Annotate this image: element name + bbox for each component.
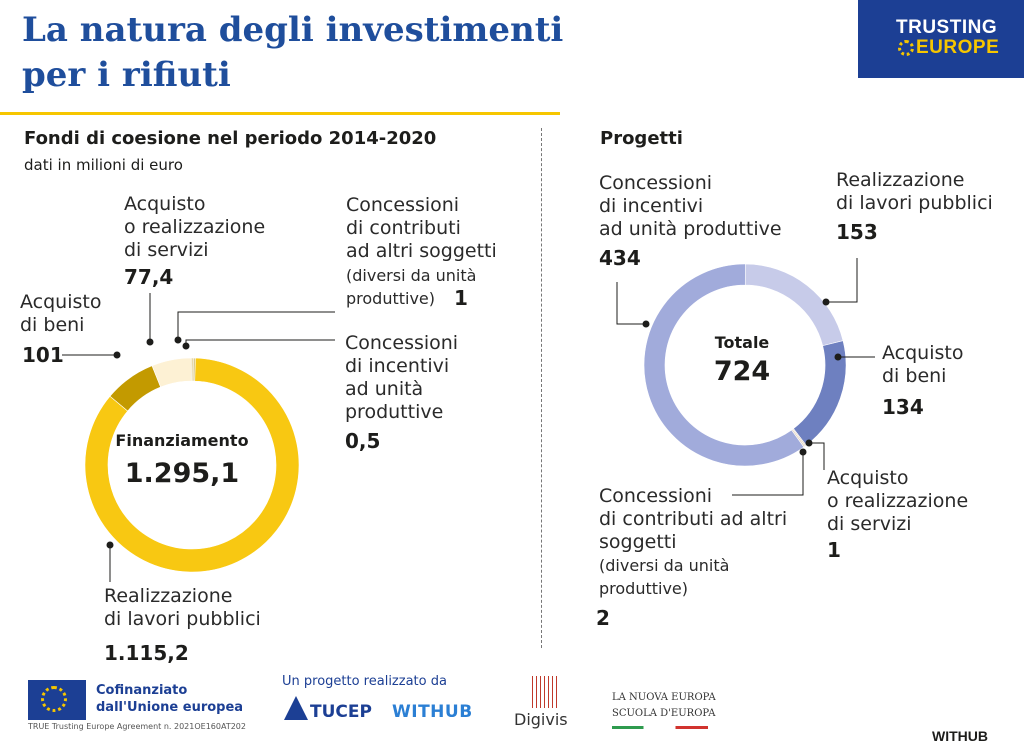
- leader-line-right-incentivi: [616, 282, 646, 325]
- right-chart-title: Progetti: [600, 128, 683, 149]
- leader-line-left-contributi: [177, 311, 335, 340]
- left-chart-subtitle: dati in milioni di euro: [24, 156, 183, 174]
- withub-footer-logo: WITHUB: [932, 728, 988, 744]
- title-underline: [0, 112, 560, 115]
- left-value-incentivi: 0,5: [345, 429, 381, 453]
- project-credit-text: Un progetto realizzato da: [282, 674, 447, 689]
- eu-cofinanced-text: Cofinanziato dall'Unione europea: [96, 683, 244, 715]
- leader-line-left-incentivi: [185, 339, 335, 346]
- tucep-logo-text: TUCEP: [310, 702, 372, 722]
- left-center-value: 1.295,1: [124, 458, 240, 489]
- logo-text-trusting: TRUSTING: [896, 17, 998, 38]
- right-center-label: Totale: [714, 333, 770, 352]
- leader-dot-left-beni: [113, 351, 121, 359]
- right-label-servizi: Acquisto o realizzazione di servizi: [827, 467, 969, 535]
- right-value-lavori: 153: [836, 220, 878, 244]
- right-center-value: 724: [713, 356, 771, 387]
- funding-donut: [84, 357, 300, 573]
- eu-flag-icon: [28, 680, 86, 720]
- digivis-bars-icon: [532, 676, 560, 708]
- leader-line-right-lavori: [826, 258, 858, 303]
- leader-dot-right-contributi: [799, 448, 807, 456]
- withub-partner-logo: WITHUB: [392, 702, 473, 722]
- donut-slice-0: [84, 357, 300, 573]
- right-label-contributi: Concessioni di contributi ad altri sogge…: [599, 485, 788, 553]
- leader-line-right-contributi: [732, 452, 804, 496]
- left-chart-title: Fondi di coesione nel periodo 2014-2020: [24, 128, 437, 149]
- right-value-beni: 134: [882, 395, 924, 419]
- leader-dot-right-servizi: [805, 439, 813, 447]
- right-label-lavori: Realizzazione di lavori pubblici: [836, 169, 993, 214]
- left-value-beni: 101: [22, 343, 64, 367]
- projects-donut: [643, 263, 847, 467]
- nuova-europa-logo: LA NUOVA EUROPA SCUOLA D'EUROPA: [612, 692, 716, 719]
- page-title: La natura degli investimenti per i rifiu…: [22, 10, 564, 95]
- right-label-contributi-note: (diversi da unità produttive): [599, 556, 730, 598]
- right-value-contributi: 2: [596, 606, 610, 630]
- leader-dot-left-lavori: [106, 541, 114, 549]
- left-value-contributi: 1: [454, 286, 468, 310]
- left-label-contributi: Concessioni di contributi ad altri sogge…: [346, 194, 497, 262]
- leader-dot-right-incentivi: [642, 320, 650, 328]
- left-label-contributi-note: (diversi da unità produttive): [346, 266, 477, 308]
- left-center-label: Finanziamento: [115, 431, 249, 450]
- section-divider: [541, 128, 542, 648]
- digivis-logo: Digivis: [514, 710, 568, 729]
- donut-slice-4: [643, 263, 805, 467]
- trusting-europe-logo: TRUSTING EUROPE: [858, 0, 1024, 78]
- leader-dot-right-beni: [834, 353, 842, 361]
- tucep-logo: TUCEP: [284, 696, 374, 730]
- leader-line-right-servizi: [809, 442, 825, 470]
- logo-text-europe: EUROPE: [916, 37, 1000, 58]
- leader-dot-left-servizi: [146, 338, 154, 346]
- italian-flag-stripe: [612, 726, 708, 729]
- left-value-servizi: 77,4: [124, 265, 174, 289]
- left-label-servizi: Acquisto o realizzazione di servizi: [124, 193, 266, 261]
- right-label-beni: Acquisto di beni: [882, 342, 964, 387]
- eu-stars-icon: [898, 40, 914, 56]
- tucep-mark-icon: [284, 696, 308, 720]
- leader-dot-left-incentivi: [182, 342, 190, 350]
- leader-dot-right-lavori: [822, 298, 830, 306]
- left-value-lavori: 1.115,2: [104, 641, 189, 665]
- right-value-incentivi: 434: [599, 246, 641, 270]
- right-value-servizi: 1: [827, 538, 841, 562]
- left-label-lavori: Realizzazione di lavori pubblici: [104, 585, 261, 630]
- eu-agreement-text: TRUE Trusting Europe Agreement n. 2021OE…: [28, 722, 246, 731]
- leader-dot-left-contributi: [174, 336, 182, 344]
- left-label-beni: Acquisto di beni: [20, 291, 102, 336]
- donut-slice-4: [192, 357, 196, 382]
- right-label-incentivi: Concessioni di incentivi ad unità produt…: [599, 172, 782, 240]
- left-label-incentivi: Concessioni di incentivi ad unità produt…: [345, 332, 459, 423]
